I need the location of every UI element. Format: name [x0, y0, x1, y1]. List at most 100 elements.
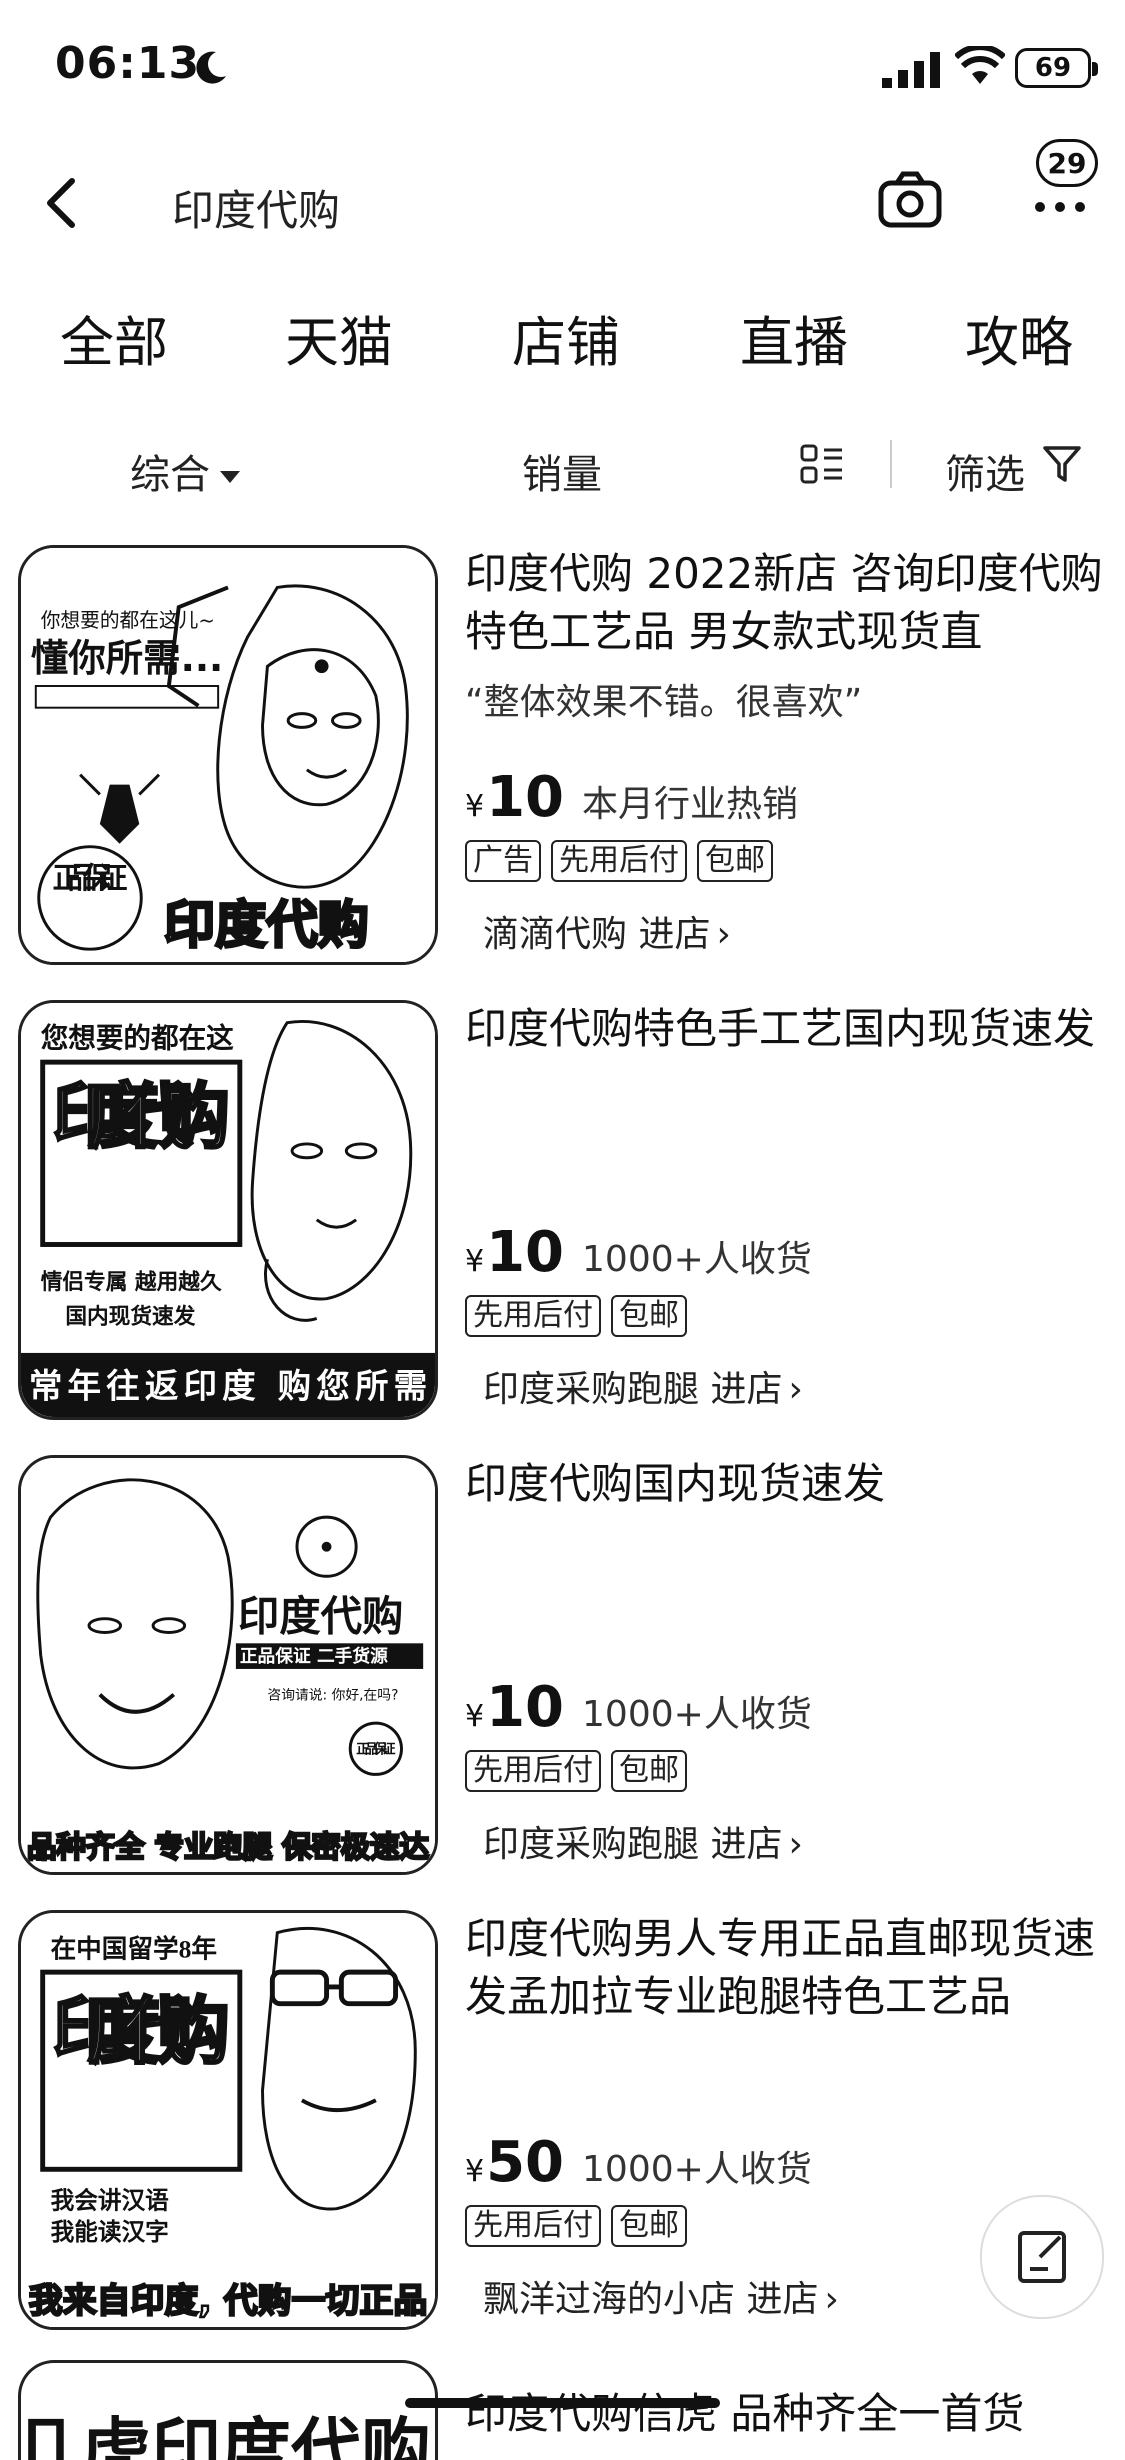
price-row: ¥ 10 1000+人收货	[465, 1220, 812, 1285]
category-tabs: 全部 天猫 店铺 直播 攻略	[0, 280, 1125, 390]
currency-symbol: ¥	[465, 2154, 485, 2189]
thumb-sub1: 我会讲汉语	[51, 2187, 170, 2215]
filter-funnel-icon[interactable]	[1042, 444, 1082, 486]
tag-free-shipping: 包邮	[611, 2205, 687, 2247]
sales-count: 本月行业热销	[582, 784, 799, 825]
status-time: 06:13	[55, 38, 201, 89]
tab-stores[interactable]: 店铺	[512, 311, 620, 374]
search-header: 印度代购 29	[0, 135, 1125, 270]
tag-list: 先用后付 包邮	[465, 2205, 687, 2247]
store-link[interactable]: 印度采购跑腿 进店 ›	[483, 1360, 803, 1412]
thumb-bottom-text: 我来自印度, 代购一切正品	[29, 2281, 427, 2320]
product-card[interactable]: 印度代购 正品保证 二手货源 咨询请说: 你好,在吗? 正品保证 品种齐全 专业…	[0, 1455, 1125, 1910]
tag-list: 先用后付 包邮	[465, 1750, 687, 1792]
thumb-top-text: 您想要的都在这	[41, 1021, 234, 1054]
tag-free-shipping: 包邮	[697, 840, 773, 882]
product-image-partial[interactable]: 卩虎印度代购	[18, 2360, 438, 2460]
tab-all[interactable]: 全部	[60, 311, 168, 374]
tab-live[interactable]: 直播	[740, 311, 848, 374]
thumb-sub1: 正品保证 二手货源	[240, 1645, 388, 1667]
tag-free-shipping: 包邮	[611, 1750, 687, 1792]
price-row: ¥ 10 1000+人收货	[465, 1675, 812, 1740]
product-info: 印度代购国内现货速发 ¥ 10 1000+人收货 先用后付 包邮 印度采购跑腿 …	[465, 1455, 1105, 1895]
message-count-badge: 29	[1036, 139, 1098, 187]
product-image[interactable]: 你想要的都在这儿~ 懂你所需... 正品保证 印度代购	[18, 545, 438, 965]
tag-pay-later: 先用后付	[465, 2205, 601, 2247]
moon-icon	[196, 51, 226, 84]
currency-symbol: ¥	[465, 1699, 485, 1734]
tab-guides[interactable]: 攻略	[965, 311, 1073, 374]
product-info: 印度代购特色手工艺国内现货速发 ¥ 10 1000+人收货 先用后付 包邮 印度…	[465, 1000, 1105, 1440]
thumb-top-text: 在中国留学8年	[51, 1933, 217, 1963]
thumb-headline: 懂你所需...	[31, 636, 223, 680]
tag-free-shipping: 包邮	[611, 1295, 687, 1337]
product-title-partial[interactable]: 印度代购信虎 品种齐全一首货	[465, 2389, 1025, 2438]
thumb-sub2: 国内现货速发	[65, 1303, 195, 1329]
thumb-partial-text: 卩虎印度代购	[18, 2409, 431, 2460]
product-price: 10	[486, 765, 565, 830]
edit-note-icon	[1018, 2231, 1066, 2283]
thumb-badge: 正品保证	[356, 1741, 396, 1758]
sales-count: 1000+人收货	[582, 1694, 812, 1735]
product-info: 印度代购 2022新店 咨询印度代购 特色工艺品 男女款式现货直 “整体效果不错…	[465, 545, 1105, 985]
thumb-sub1: 情侣专属 越用越久	[41, 1269, 222, 1295]
battery-icon: 69	[1015, 48, 1098, 88]
thumb-bottom-text: 印度代购	[164, 895, 369, 955]
product-info: 印度代购男人专用正品直邮现货速发孟加拉专业跑腿特色工艺品 ¥ 50 1000+人…	[465, 1910, 1105, 2350]
store-link[interactable]: 滴滴代购 进店 ›	[483, 905, 731, 957]
sort-filter[interactable]: 筛选	[945, 452, 1025, 498]
product-card[interactable]: 在中国留学8年 印度代购 我会讲汉语 我能读汉字 我来自印度, 代购一切正品 印…	[0, 1910, 1125, 2365]
camera-icon[interactable]	[875, 165, 945, 235]
product-image[interactable]: 印度代购 正品保证 二手货源 咨询请说: 你好,在吗? 正品保证 品种齐全 专业…	[18, 1455, 438, 1875]
store-link[interactable]: 印度采购跑腿 进店 ›	[483, 1815, 803, 1867]
product-title[interactable]: 印度代购男人专用正品直邮现货速发孟加拉专业跑腿特色工艺品	[465, 1914, 1096, 2021]
product-image[interactable]: 您想要的都在这 印度代购 情侣专属 越用越久 国内现货速发 常年往返印度 购您所…	[18, 1000, 438, 1420]
sales-count: 1000+人收货	[582, 2149, 812, 2190]
currency-symbol: ¥	[465, 1244, 485, 1279]
thumb-sub2: 我能读汉字	[51, 2218, 169, 2246]
currency-symbol: ¥	[465, 789, 485, 824]
store-name: 印度采购跑腿 进店	[483, 1369, 783, 1410]
back-arrow-icon[interactable]	[38, 173, 88, 233]
tag-ad: 广告	[465, 840, 541, 882]
thumb-bottom-text: 常年往返印度 购您所需	[29, 1366, 427, 1405]
product-price: 10	[486, 1220, 565, 1285]
more-dots-icon[interactable]	[1030, 177, 1090, 237]
product-card[interactable]: 你想要的都在这儿~ 懂你所需... 正品保证 印度代购 印度代购 2022新店 …	[0, 545, 1125, 1000]
store-name: 滴滴代购 进店	[483, 914, 711, 955]
thumb-bottom-text: 品种齐全 专业跑腿 保密极速达	[27, 1830, 430, 1864]
sort-divider	[890, 440, 892, 488]
tab-tmall[interactable]: 天猫	[285, 311, 393, 374]
sort-sales[interactable]: 销量	[522, 452, 602, 498]
tag-pay-later: 先用后付	[465, 1750, 601, 1792]
product-title[interactable]: 印度代购 2022新店 咨询印度代购 特色工艺品 男女款式现货直	[465, 549, 1103, 656]
store-name: 飘洋过海的小店 进店	[483, 2279, 819, 2320]
product-title[interactable]: 印度代购特色手工艺国内现货速发	[465, 1004, 1096, 1053]
cellular-signal-icon	[882, 52, 940, 88]
product-price: 10	[486, 1675, 565, 1740]
sort-comprehensive-label: 综合	[130, 452, 210, 498]
feedback-button[interactable]	[980, 2195, 1104, 2319]
product-card[interactable]: 您想要的都在这 印度代购 情侣专属 越用越久 国内现货速发 常年往返印度 购您所…	[0, 1000, 1125, 1455]
product-title[interactable]: 印度代购国内现货速发	[465, 1459, 886, 1508]
tag-pay-later: 先用后付	[465, 1295, 601, 1337]
tag-pay-later: 先用后付	[551, 840, 687, 882]
store-name: 印度采购跑腿 进店	[483, 1824, 783, 1865]
battery-level: 69	[1034, 53, 1072, 83]
chevron-right-icon: ›	[788, 1369, 803, 1410]
product-image[interactable]: 在中国留学8年 印度代购 我会讲汉语 我能读汉字 我来自印度, 代购一切正品	[18, 1910, 438, 2330]
search-query[interactable]: 印度代购	[172, 186, 341, 235]
status-bar: 06:13 69	[0, 0, 1125, 135]
thumb-headline: 印度代购	[53, 1075, 230, 1158]
thumb-headline: 印度代购	[53, 1989, 230, 2074]
thumb-top-text: 你想要的都在这儿~	[41, 609, 215, 632]
thumb-badge: 正品保证	[53, 861, 128, 895]
tag-list: 先用后付 包邮	[465, 1295, 687, 1337]
chevron-right-icon: ›	[824, 2279, 839, 2320]
chevron-right-icon: ›	[716, 914, 731, 955]
caret-down-icon	[220, 471, 240, 483]
store-link[interactable]: 飘洋过海的小店 进店 ›	[483, 2270, 839, 2322]
price-row: ¥ 50 1000+人收货	[465, 2130, 812, 2195]
sort-comprehensive[interactable]: 综合	[130, 442, 240, 500]
list-layout-icon[interactable]	[800, 442, 844, 486]
